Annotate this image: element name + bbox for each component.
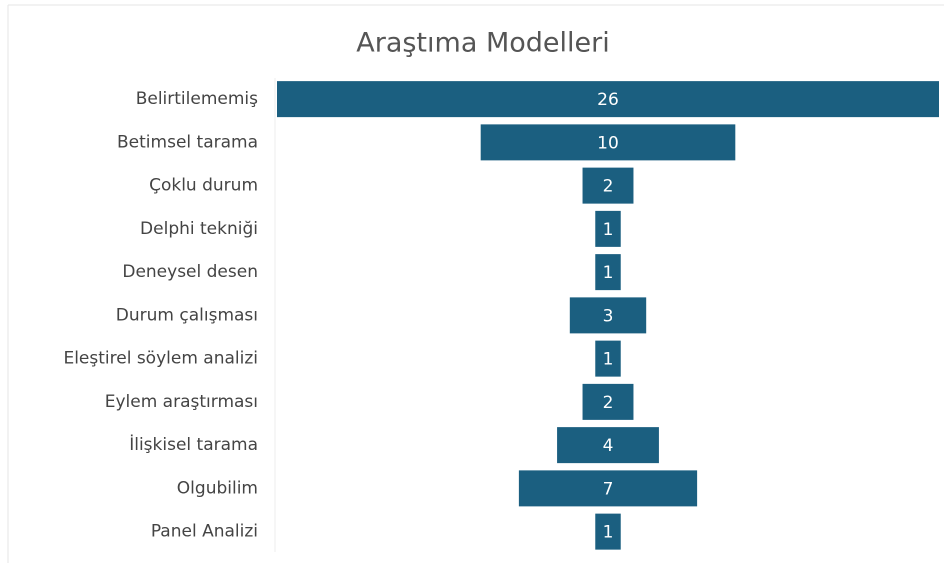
bar [595, 254, 621, 291]
category-label: Panel Analizi [151, 522, 258, 542]
bar [557, 427, 659, 464]
bar [595, 340, 621, 377]
category-label: Deneysel desen [122, 262, 258, 282]
category-label: Çoklu durum [149, 176, 258, 196]
bar [582, 167, 634, 204]
value-label: 1 [603, 220, 614, 240]
value-label: 1 [603, 350, 614, 370]
bar [518, 470, 698, 507]
bar [569, 297, 647, 334]
value-label: 4 [603, 436, 614, 456]
category-label: Delphi tekniği [140, 219, 258, 239]
category-label: Eylem araştırması [105, 392, 258, 412]
category-label: Durum çalışması [116, 305, 258, 325]
value-label: 1 [603, 523, 614, 543]
value-label: 10 [597, 133, 619, 153]
bar [595, 513, 621, 550]
value-label: 26 [597, 90, 619, 110]
bar [277, 81, 939, 118]
value-label: 2 [603, 393, 614, 413]
bar [582, 383, 634, 420]
value-label: 7 [603, 479, 614, 499]
category-label: Olgubilim [177, 478, 258, 498]
category-label: İlişkisel tarama [129, 434, 258, 455]
bar [480, 124, 736, 161]
category-label: Betimsel tarama [117, 132, 258, 152]
value-label: 3 [603, 306, 614, 326]
bar [595, 210, 621, 247]
category-label: Belirtilememiş [136, 89, 258, 109]
category-label: Eleştirel söylem analizi [63, 349, 258, 369]
value-label: 1 [603, 263, 614, 283]
value-label: 2 [603, 177, 614, 197]
chart-title: Araştıma Modelleri [356, 28, 609, 59]
